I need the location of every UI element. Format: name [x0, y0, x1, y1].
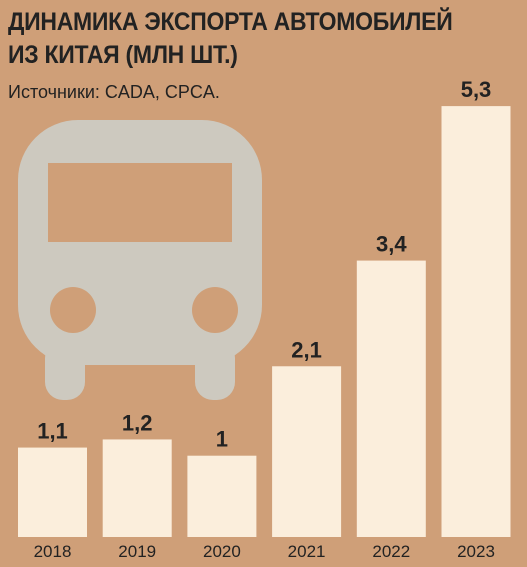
x-tick-label: 2022 — [372, 542, 410, 561]
x-tick-label: 2020 — [203, 542, 241, 561]
bar — [102, 439, 172, 537]
bus-wheel — [45, 340, 85, 400]
bar — [187, 455, 257, 537]
value-label: 3,4 — [376, 232, 407, 257]
bar — [356, 260, 426, 537]
value-label: 1,2 — [122, 410, 153, 435]
bar — [441, 106, 511, 538]
x-tick-label: 2019 — [118, 542, 156, 561]
bus-light — [50, 287, 96, 333]
bar — [18, 447, 87, 537]
bus-window — [48, 163, 232, 242]
chart-title: ДИНАМИКА ЭКСПОРТА АВТОМОБИЛЕЙ ИЗ КИТАЯ (… — [8, 8, 453, 69]
bar — [272, 366, 342, 537]
value-label: 2,1 — [291, 337, 322, 362]
chart-subtitle: Источники: CADA, CPCA. — [8, 82, 220, 102]
bus-wheel — [195, 340, 235, 400]
bus-light — [192, 287, 238, 333]
x-tick-label: 2021 — [288, 542, 326, 561]
value-label: 5,3 — [461, 77, 492, 102]
x-tick-label: 2018 — [34, 542, 72, 561]
value-label: 1,1 — [37, 419, 68, 444]
value-label: 1 — [216, 427, 228, 452]
bus-icon — [18, 120, 262, 400]
x-tick-label: 2023 — [457, 542, 495, 561]
